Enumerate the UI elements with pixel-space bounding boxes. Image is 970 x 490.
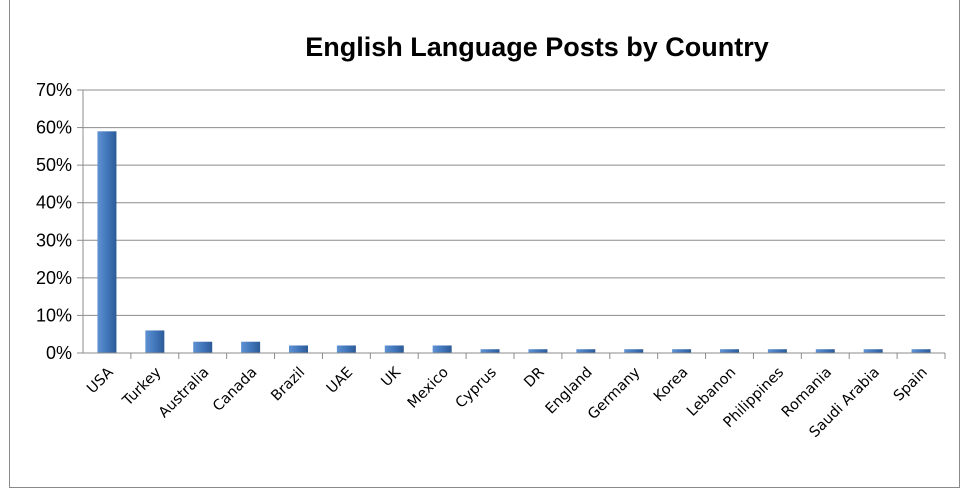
x-tick-label: UK [379, 364, 405, 390]
x-tick-label: Mexico [405, 364, 452, 411]
gridlines [83, 89, 945, 316]
y-tick-label: 40% [36, 193, 72, 213]
bar-dr [528, 349, 548, 353]
bar-turkey [145, 330, 165, 353]
bar-usa [97, 131, 117, 353]
bar-spain [911, 349, 931, 353]
x-tick-label: Canada [210, 365, 260, 415]
x-tick-label: Spain [891, 365, 931, 405]
y-axis-ticks: 0% 10% 20% 30% 40% 50% 60% 70% [36, 80, 83, 363]
bar-lebanon [720, 349, 739, 353]
bar-brazil [289, 345, 308, 353]
x-tick-label: Brazil [268, 365, 308, 405]
bar-cyprus [480, 349, 500, 353]
x-tick-label: DR [521, 365, 547, 391]
y-tick-label: 30% [36, 230, 72, 250]
x-tick-label: Germany [585, 364, 644, 423]
bar-mexico [432, 345, 452, 353]
y-tick-label: 60% [36, 118, 72, 138]
x-tick-label: Australia [156, 365, 213, 422]
x-tick-label: Turkey [119, 364, 165, 410]
bar-uk [384, 345, 404, 353]
x-tick-label: Korea [651, 365, 691, 405]
y-tick-label: 20% [36, 268, 72, 288]
bar-romania [815, 349, 835, 353]
x-tick-label: UAE [324, 365, 356, 397]
bar-saudi-arabia [863, 349, 883, 353]
bar-england [576, 349, 596, 353]
x-tick-label: USA [84, 364, 117, 397]
chart-frame [9, 0, 960, 488]
bar-canada [241, 341, 261, 353]
bar-germany [624, 349, 644, 353]
bar-korea [672, 349, 692, 353]
bar-philippines [767, 349, 787, 353]
y-tick-label: 0% [46, 343, 72, 363]
y-tick-label: 50% [36, 155, 72, 175]
bar-australia [193, 341, 213, 353]
y-tick-label: 70% [36, 80, 72, 100]
bar-uae [336, 345, 356, 353]
chart-title: English Language Posts by Country [305, 32, 769, 62]
y-tick-label: 10% [36, 305, 72, 325]
axes [82, 90, 945, 354]
x-tick-label: Cyprus [453, 365, 500, 412]
bars [97, 131, 931, 353]
